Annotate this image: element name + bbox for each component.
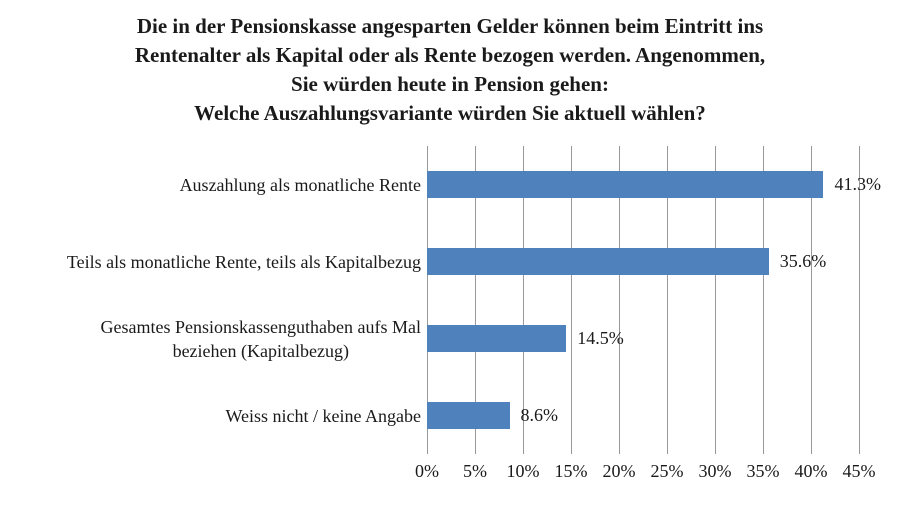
x-tick-label: 20% bbox=[602, 461, 636, 481]
chart-title: Die in der Pensionskasse angesparten Gel… bbox=[134, 14, 766, 125]
bar bbox=[427, 325, 567, 352]
gridline bbox=[571, 146, 572, 454]
gridline bbox=[475, 146, 476, 454]
bar bbox=[427, 171, 824, 198]
x-tick-label: 0% bbox=[415, 461, 439, 481]
gridline bbox=[763, 146, 764, 454]
x-tick-label: 45% bbox=[842, 461, 876, 481]
x-tick-label: 40% bbox=[794, 461, 828, 481]
value-label: 8.6% bbox=[520, 405, 559, 425]
x-tick-label: 15% bbox=[554, 461, 588, 481]
category-axis: Auszahlung als monatliche Rente Teils als… bbox=[0, 146, 421, 454]
category-label: Gesamtes Pensionskassenguthaben aufs Mal… bbox=[100, 316, 421, 361]
value-label: 35.6% bbox=[779, 251, 827, 271]
gridline bbox=[667, 146, 668, 454]
category-label: Auszahlung als monatliche Rente bbox=[179, 174, 421, 195]
bar bbox=[427, 402, 510, 429]
x-tick-label: 10% bbox=[506, 461, 540, 481]
gridline bbox=[811, 146, 812, 454]
plot-area: 41.3% 35.6% 14.5% 8.6% bbox=[427, 146, 881, 454]
gridline bbox=[715, 146, 716, 454]
gridline bbox=[523, 146, 524, 454]
gridline bbox=[619, 146, 620, 454]
value-label: 41.3% bbox=[834, 174, 881, 194]
gridline bbox=[427, 146, 428, 454]
bar bbox=[427, 248, 769, 275]
x-tick-label: 35% bbox=[746, 461, 780, 481]
value-label: 14.5% bbox=[577, 328, 624, 348]
x-tick-label: 25% bbox=[650, 461, 684, 481]
gridline bbox=[859, 146, 860, 454]
x-tick-label: 5% bbox=[463, 461, 487, 481]
x-tick-label: 30% bbox=[698, 461, 732, 481]
category-label: Weiss nicht / keine Angabe bbox=[225, 405, 421, 426]
category-label: Teils als monatliche Rente, teils als Ka… bbox=[66, 251, 421, 272]
